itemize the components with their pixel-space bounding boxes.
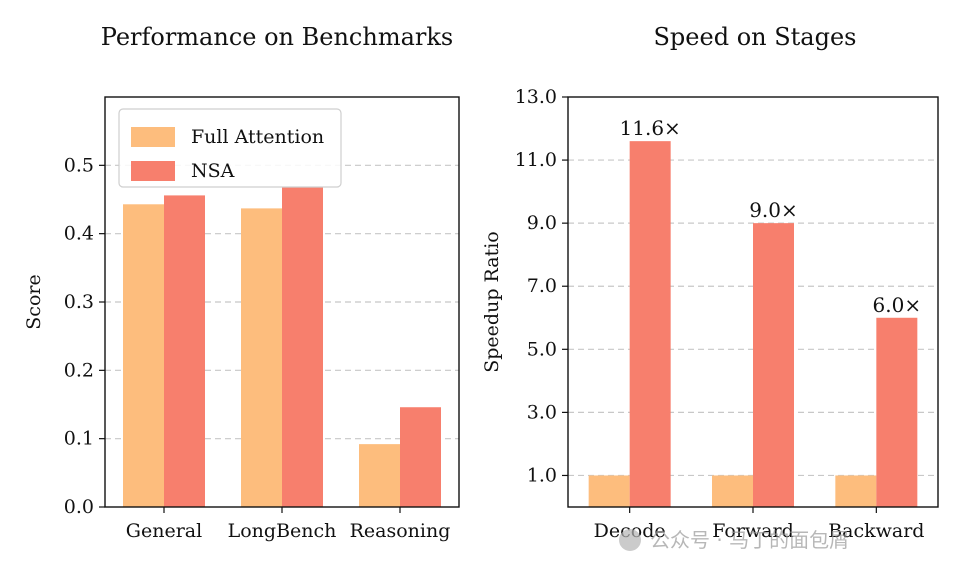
full-attention-bar-forward xyxy=(712,475,753,507)
plot-frame xyxy=(104,96,460,508)
watermark-text: 公众号 · 马丁的面包屑 xyxy=(650,528,849,552)
full-attention-bar-longbench xyxy=(241,208,282,507)
y-tick-label: 7.0 xyxy=(527,275,557,297)
full-attention-bar-backward xyxy=(835,475,877,507)
full-attention-bar-decode xyxy=(588,475,630,507)
y-tick-label: 0.2 xyxy=(64,359,94,381)
full-attention-bar-general xyxy=(123,204,164,508)
nsa-bar-forward xyxy=(753,223,794,507)
y-tick-label: 0.3 xyxy=(64,291,94,313)
x-tick-label: LongBench xyxy=(228,520,337,542)
y-tick-label: 0.4 xyxy=(64,223,94,245)
plot-frame xyxy=(567,96,939,508)
y-tick-label: 11.0 xyxy=(515,149,557,171)
speedup-label-decode: 11.6× xyxy=(620,116,681,140)
x-tick-label: Reasoning xyxy=(350,520,451,542)
nsa-bar-general xyxy=(164,195,205,507)
x-tick-label: Forward xyxy=(712,520,794,542)
y-tick-label: 13.0 xyxy=(515,86,557,108)
speed-chart: Speed on Stages 1.0 3.0 5.0 7.0 9.0 11.0 13.0 11… xyxy=(481,23,939,542)
nsa-bar-reasoning xyxy=(400,407,441,507)
y-tick-label: 1.0 xyxy=(527,464,557,486)
legend-label-full-attention: Full Attention xyxy=(191,126,324,148)
speedup-label-backward: 6.0× xyxy=(873,293,922,317)
legend: Full Attention NSA xyxy=(118,108,342,188)
nsa-bar-longbench xyxy=(282,186,323,507)
y-tick-label: 0.0 xyxy=(64,496,94,518)
y-tick-label: 5.0 xyxy=(527,338,557,360)
y-axis-label: Speedup Ratio xyxy=(481,231,503,373)
y-tick-label: 9.0 xyxy=(527,212,557,234)
y-tick-label: 0.5 xyxy=(64,154,94,176)
full-attention-bar-reasoning xyxy=(359,444,400,507)
y-tick-label: 0.1 xyxy=(64,428,94,450)
wechat-icon xyxy=(619,529,641,551)
nsa-bar-backward xyxy=(876,317,918,507)
legend-swatch-full-attention xyxy=(131,127,175,147)
x-tick-label: Backward xyxy=(828,520,924,542)
y-axis-label: Score xyxy=(23,274,45,329)
performance-chart: Performance on Benchmarks 0.0 0.1 0.2 0.3 0.4… xyxy=(23,23,460,542)
y-tick-label: 3.0 xyxy=(527,401,557,423)
speedup-label-forward: 9.0× xyxy=(749,198,798,222)
chart-title: Performance on Benchmarks xyxy=(101,23,453,51)
legend-swatch-nsa xyxy=(131,161,175,181)
nsa-bar-decode xyxy=(629,141,671,507)
x-tick-label: General xyxy=(126,520,202,542)
legend-label-nsa: NSA xyxy=(191,160,235,182)
chart-title: Speed on Stages xyxy=(653,23,856,51)
watermark: 公众号 · 马丁的面包屑 xyxy=(619,528,849,552)
